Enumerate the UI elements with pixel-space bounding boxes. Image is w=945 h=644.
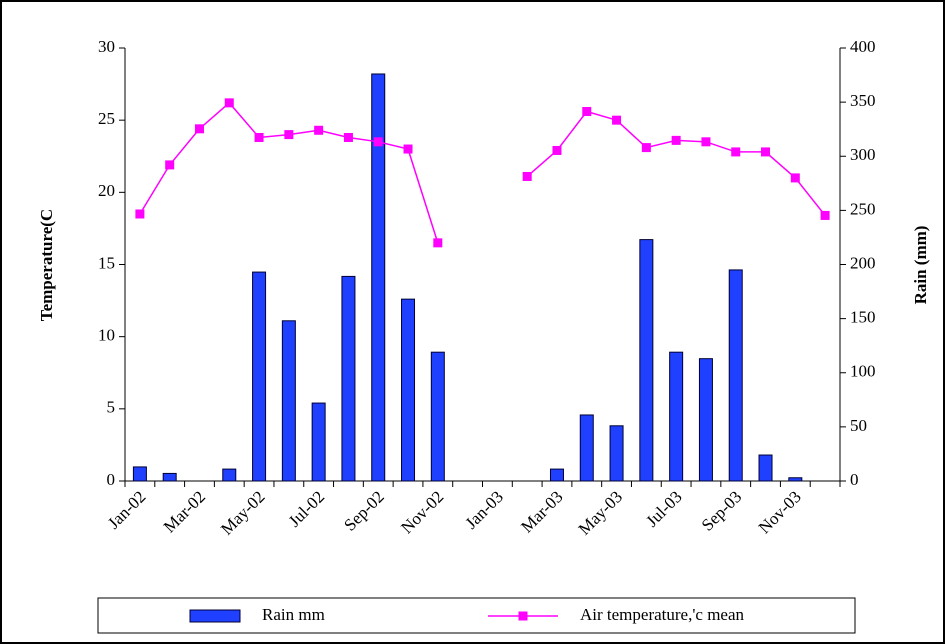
y2-tick-label: 0: [850, 470, 859, 489]
marker: [284, 130, 293, 139]
marker: [642, 143, 651, 152]
bar: [342, 276, 355, 481]
page: {"chart_data": { "type": "combo", "categ…: [0, 0, 945, 644]
bar: [402, 299, 415, 481]
marker: [821, 211, 830, 220]
marker: [672, 136, 681, 145]
y-tick-label: 0: [107, 470, 116, 489]
marker: [135, 209, 144, 218]
marker: [612, 116, 621, 125]
bar: [610, 426, 623, 481]
marker: [374, 137, 383, 146]
bar: [223, 469, 236, 481]
bar: [372, 74, 385, 481]
bar: [133, 467, 146, 481]
bar: [163, 473, 176, 481]
marker: [255, 133, 264, 142]
marker: [582, 107, 591, 116]
y-axis-label: Temperature(C: [37, 209, 56, 321]
bar: [282, 321, 295, 481]
marker: [433, 238, 442, 247]
bar: [640, 240, 653, 481]
marker: [195, 124, 204, 133]
marker: [165, 160, 174, 169]
frame: [1, 1, 944, 643]
y-tick-label: 20: [98, 181, 115, 200]
y2-tick-label: 400: [850, 37, 876, 56]
marker: [701, 137, 710, 146]
marker: [761, 147, 770, 156]
bar: [789, 478, 802, 481]
legend-swatch: [519, 612, 528, 621]
marker: [523, 172, 532, 181]
legend-label: Rain mm: [262, 605, 325, 624]
y2-tick-label: 200: [850, 253, 876, 272]
marker: [791, 173, 800, 182]
legend-label: Air temperature,'c mean: [580, 605, 745, 624]
bar: [550, 469, 563, 481]
marker: [225, 98, 234, 107]
y2-tick-label: 50: [850, 416, 867, 435]
marker: [731, 147, 740, 156]
marker: [344, 133, 353, 142]
y2-tick-label: 250: [850, 199, 876, 218]
legend-swatch: [190, 610, 240, 622]
y2-tick-label: 350: [850, 91, 876, 110]
y-tick-label: 30: [98, 37, 115, 56]
y-tick-label: 25: [98, 109, 115, 128]
marker: [404, 145, 413, 154]
bar: [253, 272, 266, 481]
marker: [314, 126, 323, 135]
bar: [729, 270, 742, 481]
chart: Temperature(C Rain (mm) 0510152025300501…: [0, 0, 945, 644]
bar: [431, 352, 444, 481]
y-tick-label: 15: [98, 253, 115, 272]
y-tick-label: 10: [98, 326, 115, 345]
marker: [552, 146, 561, 155]
y-tick-label: 5: [107, 398, 116, 417]
bar: [759, 455, 772, 481]
y2-tick-label: 100: [850, 362, 876, 381]
y2-tick-label: 150: [850, 308, 876, 327]
bar: [580, 415, 593, 481]
y2-tick-label: 300: [850, 145, 876, 164]
y2-axis-label: Rain (mm): [911, 226, 930, 305]
bar: [699, 359, 712, 481]
bar: [312, 403, 325, 481]
bar: [670, 352, 683, 481]
